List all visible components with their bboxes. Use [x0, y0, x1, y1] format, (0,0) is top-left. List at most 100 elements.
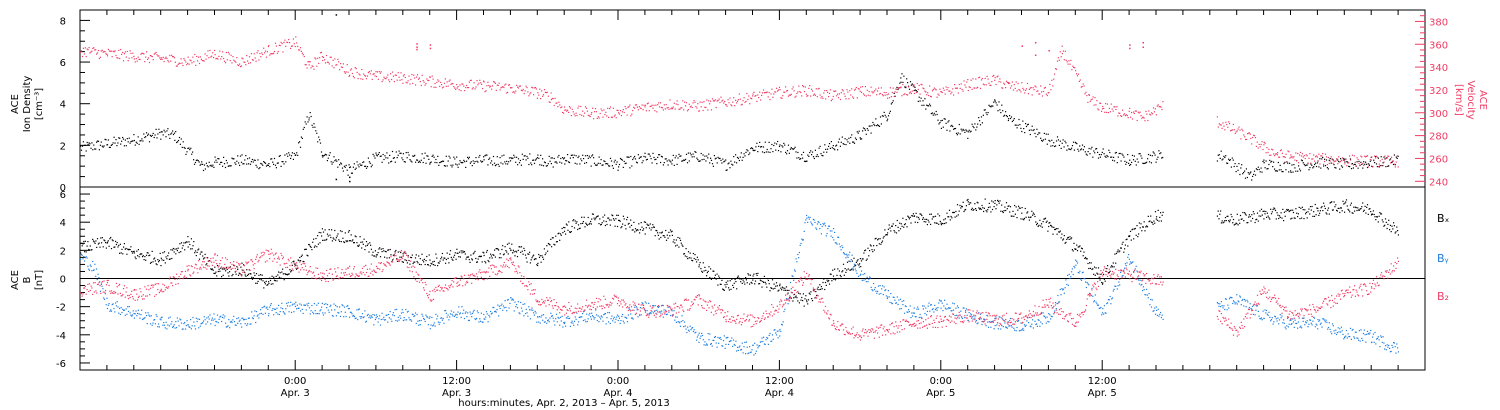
density-point: [871, 125, 873, 127]
bx-point: [802, 293, 804, 295]
by-point: [260, 312, 262, 314]
density-point: [1375, 156, 1377, 158]
bx-point: [211, 268, 213, 271]
bx-point: [1234, 223, 1236, 225]
velocity-point: [440, 81, 442, 83]
by-point: [419, 324, 421, 326]
velocity-point: [792, 86, 794, 88]
velocity-point: [507, 91, 509, 93]
bx-point: [160, 265, 162, 267]
density-point: [474, 161, 476, 163]
density-point: [675, 155, 677, 157]
velocity-point: [176, 65, 178, 67]
velocity-point: [681, 107, 683, 109]
bx-point: [371, 254, 373, 256]
bx-point: [806, 299, 808, 301]
top-panel-frame: [79, 9, 1426, 188]
density-point: [1234, 163, 1236, 165]
velocity-point: [1145, 110, 1147, 112]
velocity-point: [1012, 89, 1014, 91]
density-point: [940, 127, 942, 129]
velocity-point: [1076, 73, 1078, 75]
velocity-point: [343, 71, 345, 73]
by-point: [353, 314, 355, 316]
bx-point: [573, 227, 576, 229]
by-point: [204, 319, 206, 321]
density-point: [784, 144, 786, 146]
by-point: [457, 311, 459, 313]
by-point: [386, 314, 388, 316]
bx-point: [755, 273, 757, 275]
velocity-point: [191, 62, 193, 64]
density-point: [1273, 161, 1275, 163]
by-point: [450, 310, 452, 312]
bx-point: [1072, 250, 1074, 252]
density-point: [228, 165, 230, 167]
density-point: [1113, 156, 1115, 158]
velocity-point: [1274, 155, 1276, 157]
velocity-point: [706, 99, 708, 101]
bx-point: [546, 245, 548, 247]
bx-point: [978, 207, 980, 209]
velocity-point: [1218, 123, 1220, 125]
density-point: [1145, 162, 1147, 164]
density-point: [839, 145, 841, 147]
density-point: [1223, 155, 1225, 157]
velocity-point: [860, 86, 862, 88]
velocity-point: [1110, 103, 1112, 105]
bx-point: [1146, 226, 1149, 228]
by-point: [105, 304, 107, 306]
velocity-point: [397, 72, 399, 74]
density-point: [1268, 163, 1270, 166]
bx-point: [500, 257, 502, 259]
velocity-point: [1093, 104, 1095, 106]
bx-point: [807, 299, 810, 301]
bx-point: [353, 242, 355, 244]
bx-point: [587, 216, 589, 219]
density-point: [104, 138, 106, 140]
density-point: [359, 163, 361, 165]
density-point: [385, 157, 387, 159]
density-point: [193, 163, 196, 165]
bx-point: [641, 226, 643, 228]
velocity-point: [1074, 67, 1076, 69]
density-point: [1115, 151, 1117, 154]
by-point: [263, 306, 265, 308]
by-point: [268, 315, 270, 317]
velocity-point: [503, 86, 505, 89]
bx-point: [675, 245, 677, 247]
bx-point: [816, 294, 818, 297]
velocity-point: [1366, 155, 1369, 157]
velocity-point: [1148, 110, 1150, 112]
density-point: [644, 156, 647, 158]
bx-point: [174, 248, 176, 250]
bx-point: [523, 247, 525, 249]
top-right-tick-label: 340: [1429, 63, 1448, 74]
velocity-point: [459, 84, 461, 86]
by-point: [433, 322, 435, 324]
velocity-point: [768, 91, 770, 94]
velocity-point: [180, 58, 182, 60]
density-point: [608, 165, 610, 167]
by-point: [82, 258, 84, 260]
by-point: [147, 312, 149, 314]
velocity-point: [1360, 155, 1362, 157]
velocity-point: [103, 50, 105, 53]
velocity-point: [756, 100, 758, 102]
by-point: [198, 318, 201, 320]
velocity-point: [1230, 130, 1232, 132]
bx-point: [1034, 215, 1036, 218]
density-point: [427, 155, 429, 157]
density-point: [501, 155, 503, 157]
density-point: [1329, 158, 1331, 160]
bx-point: [505, 250, 507, 252]
density-point: [506, 160, 508, 162]
density-point: [626, 156, 628, 158]
density-point: [442, 160, 445, 162]
velocity-point: [388, 79, 390, 81]
velocity-point: [1270, 154, 1272, 156]
density-point: [823, 151, 825, 153]
density-point: [1299, 168, 1301, 170]
density-point: [780, 151, 782, 153]
density-point: [1103, 153, 1105, 155]
